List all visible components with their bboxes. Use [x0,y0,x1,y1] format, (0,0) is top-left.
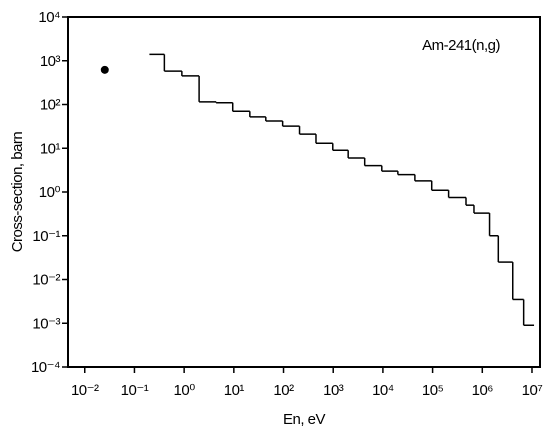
x-tick-label: 10⁶ [472,382,494,399]
x-tick-label: 10⁴ [372,382,394,399]
x-tick-label: 10³ [323,382,344,399]
x-tick-label: 10⁷ [522,382,543,399]
y-tick-label: 10³ [40,53,61,70]
y-tick-label: 10⁰ [39,184,61,201]
y-tick-label: 10⁴ [38,9,60,26]
x-tick-label: 10⁻¹ [121,382,149,399]
y-tick-label: 10⁻⁴ [31,359,60,376]
y-tick-label: 10⁻¹ [32,228,60,245]
x-tick-label: 10² [273,382,294,399]
x-axis-label: En, eV [283,411,326,428]
plot-frame [67,16,541,368]
y-tick-label: 10⁻² [32,272,60,289]
y-axis-label: Cross-section, barn [9,132,26,253]
x-tick-label: 10¹ [224,382,245,399]
y-tick-label: 10⁻³ [32,315,60,332]
x-tick-label: 10⁵ [422,382,444,399]
x-tick-label: 10⁰ [174,382,196,399]
y-tick-label: 10¹ [40,140,61,157]
x-tick-label: 10⁻² [71,382,99,399]
data-point [100,65,109,74]
annotation: Am-241(n,g) [422,37,500,54]
y-tick-label: 10² [40,97,61,114]
